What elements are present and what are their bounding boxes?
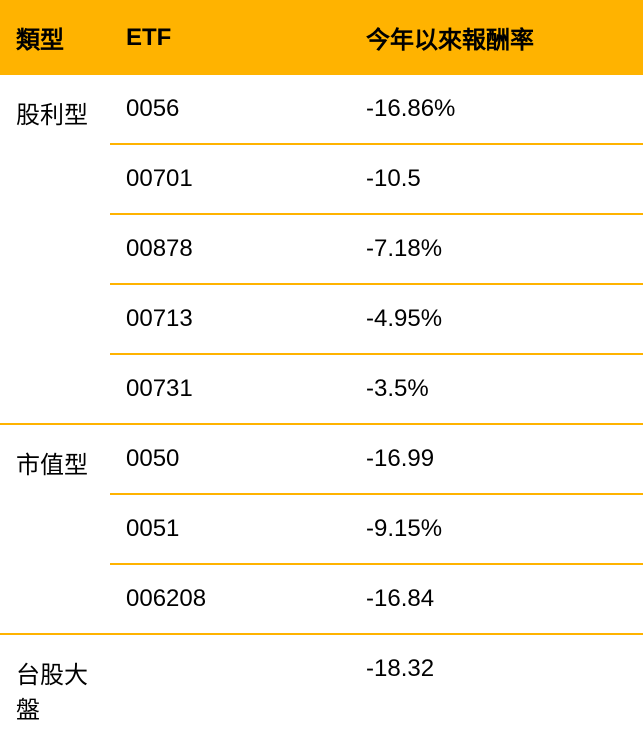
return-value: -9.15%	[350, 494, 643, 564]
column-header-type: 類型	[0, 0, 110, 75]
table-row: 股利型 0056 -16.86%	[0, 75, 643, 144]
type-label: 台股大盤	[0, 634, 110, 745]
return-value: -16.86%	[350, 75, 643, 144]
etf-code: 00878	[110, 214, 350, 284]
column-header-etf: ETF	[110, 0, 350, 75]
return-value: -4.95%	[350, 284, 643, 354]
etf-code: 00731	[110, 354, 350, 424]
etf-code: 006208	[110, 564, 350, 634]
table-header-row: 類型 ETF 今年以來報酬率	[0, 0, 643, 75]
etf-code: 0051	[110, 494, 350, 564]
table-row: 台股大盤 -18.32	[0, 634, 643, 745]
etf-return-table: 類型 ETF 今年以來報酬率 股利型 0056 -16.86% 00701 -1…	[0, 0, 643, 745]
return-value: -7.18%	[350, 214, 643, 284]
etf-code: 00713	[110, 284, 350, 354]
etf-code: 0056	[110, 75, 350, 144]
return-value: -10.5	[350, 144, 643, 214]
etf-code: 0050	[110, 424, 350, 494]
return-value: -3.5%	[350, 354, 643, 424]
return-value: -16.84	[350, 564, 643, 634]
etf-code: 00701	[110, 144, 350, 214]
column-header-return: 今年以來報酬率	[350, 0, 643, 75]
type-label: 股利型	[0, 75, 110, 424]
etf-code	[110, 634, 350, 745]
table-body: 股利型 0056 -16.86% 00701 -10.5 00878 -7.18…	[0, 75, 643, 745]
type-label: 市值型	[0, 424, 110, 634]
return-value: -18.32	[350, 634, 643, 745]
return-value: -16.99	[350, 424, 643, 494]
table-row: 市值型 0050 -16.99	[0, 424, 643, 494]
